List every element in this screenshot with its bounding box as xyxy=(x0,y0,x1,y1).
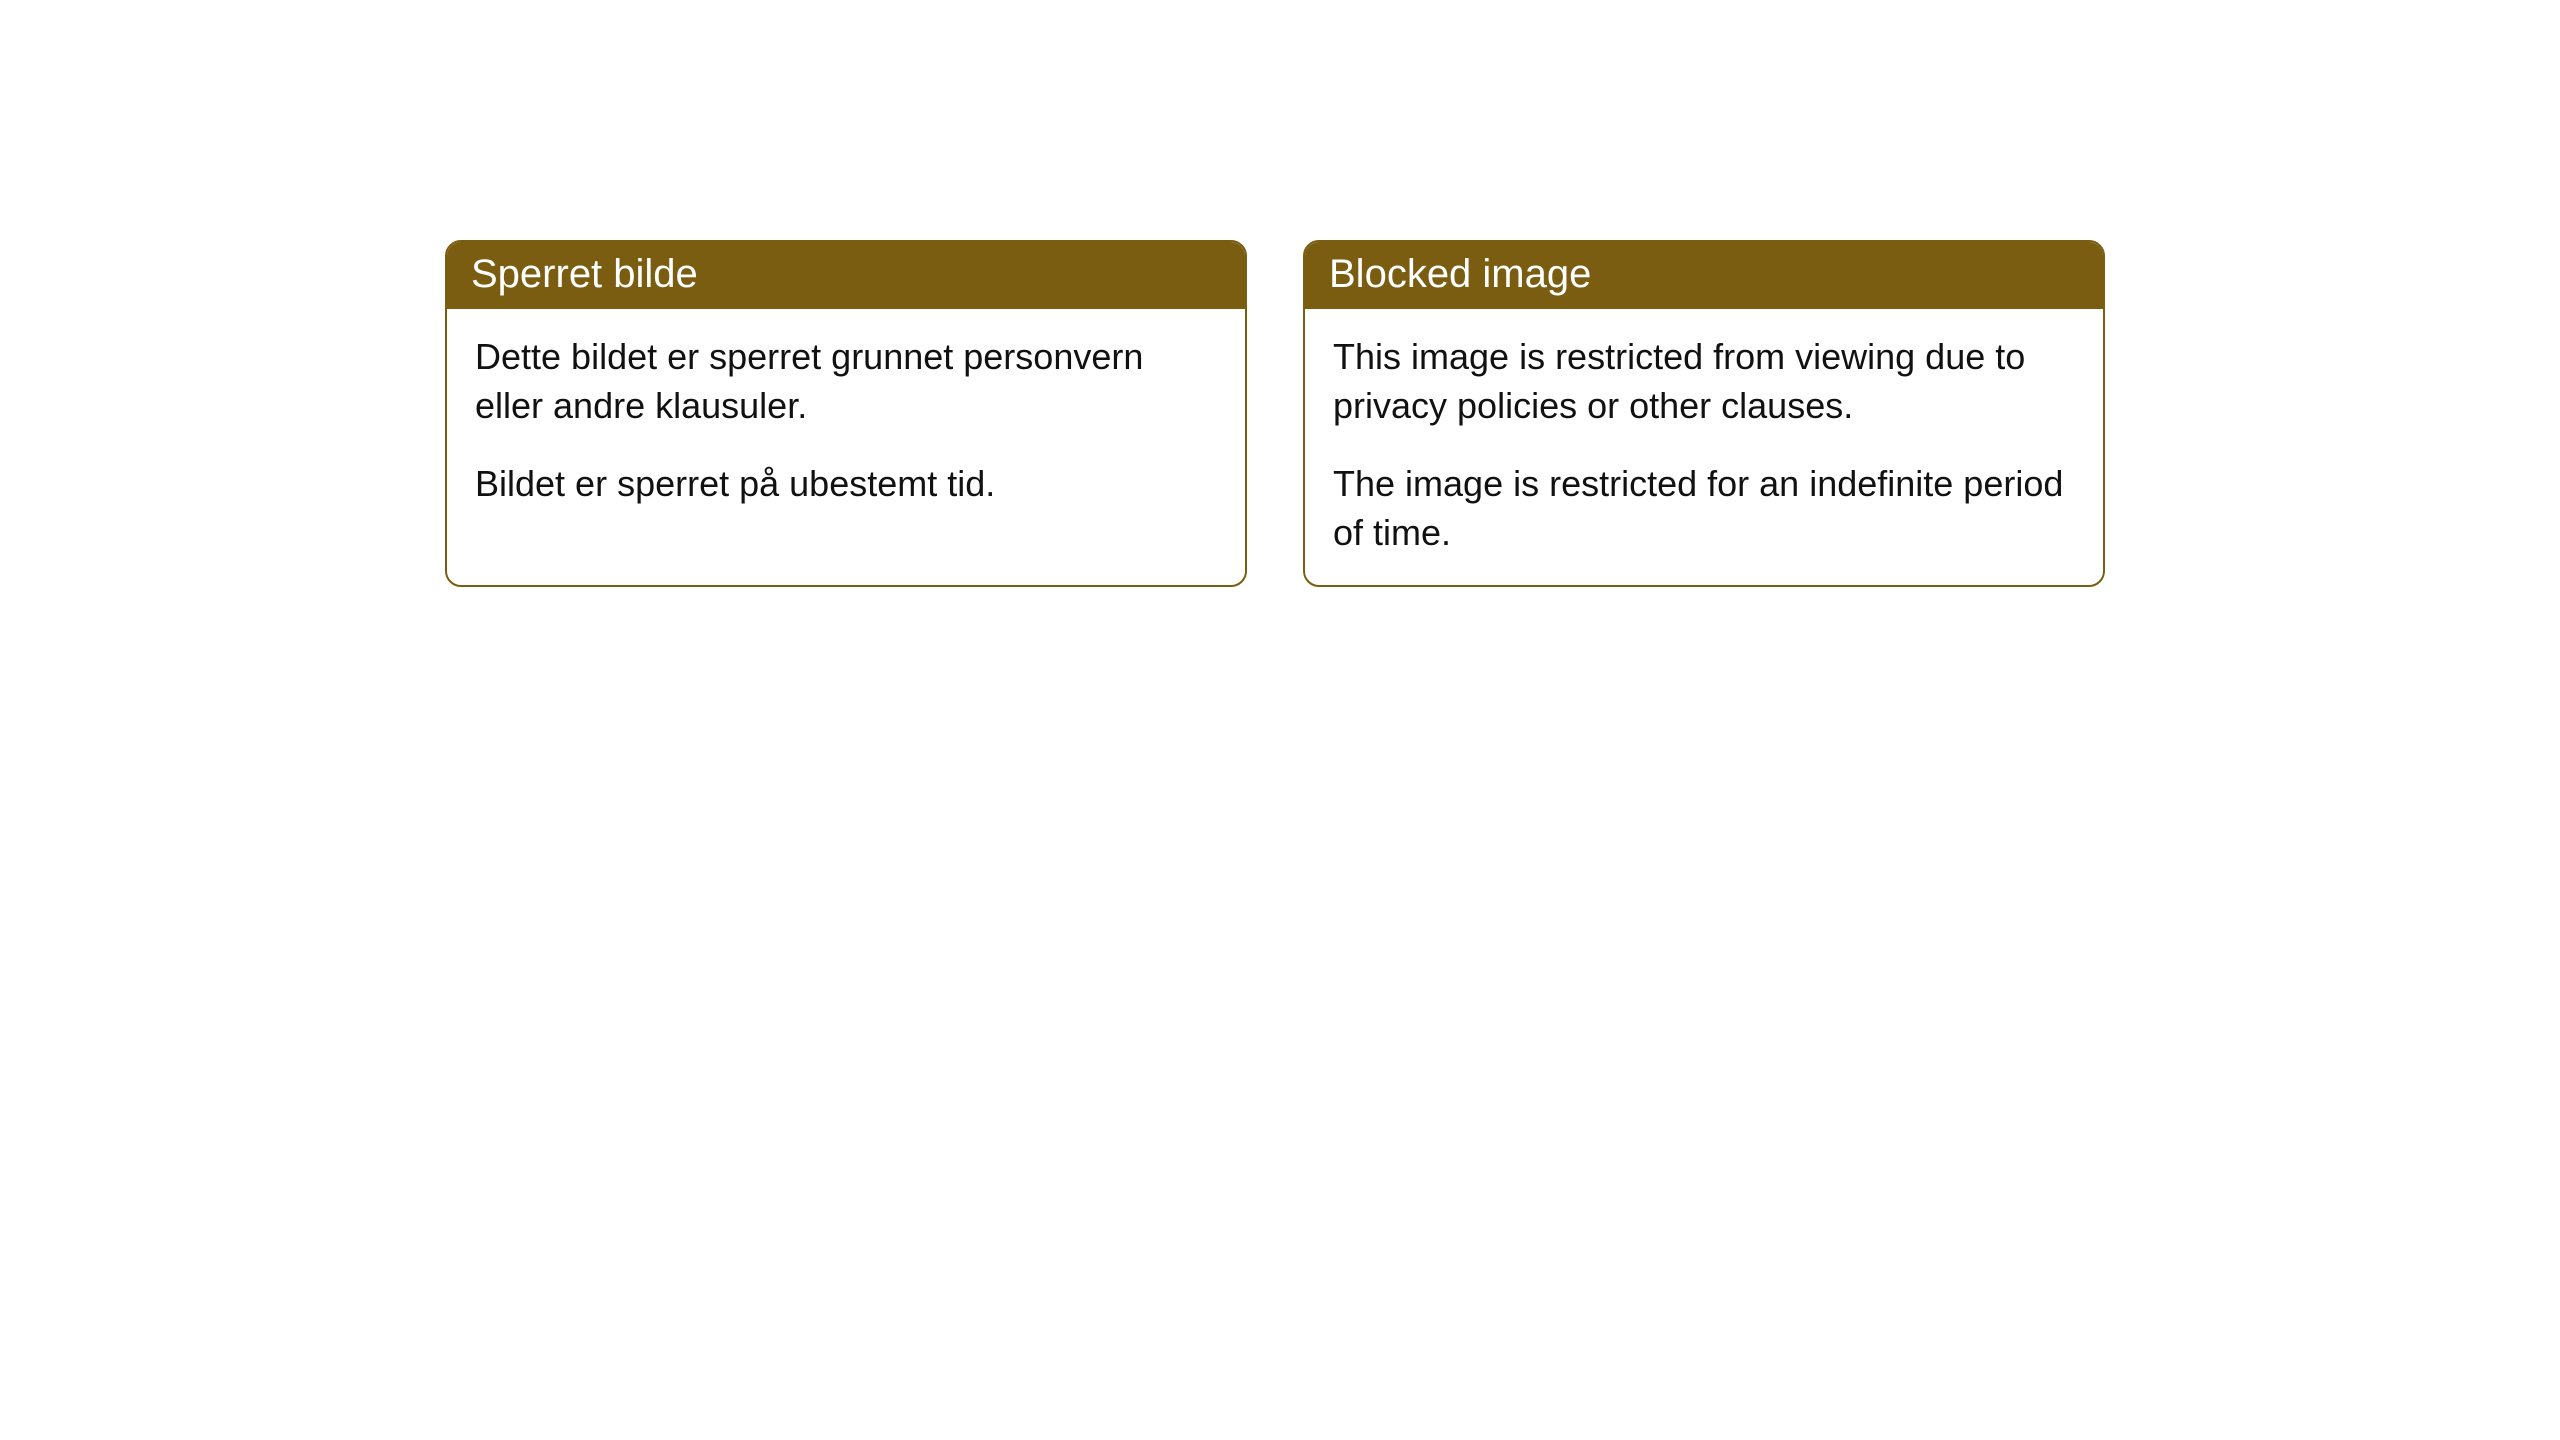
blocked-image-panel-en: Blocked image This image is restricted f… xyxy=(1303,240,2105,587)
panel-body-en: This image is restricted from viewing du… xyxy=(1305,309,2103,585)
panel-paragraph-nb-2: Bildet er sperret på ubestemt tid. xyxy=(475,460,1217,509)
panels-container: Sperret bilde Dette bildet er sperret gr… xyxy=(0,0,2560,587)
panel-header-en: Blocked image xyxy=(1305,242,2103,309)
panel-header-nb: Sperret bilde xyxy=(447,242,1245,309)
panel-body-nb: Dette bildet er sperret grunnet personve… xyxy=(447,309,1245,537)
panel-paragraph-en-1: This image is restricted from viewing du… xyxy=(1333,333,2075,430)
blocked-image-panel-nb: Sperret bilde Dette bildet er sperret gr… xyxy=(445,240,1247,587)
panel-paragraph-en-2: The image is restricted for an indefinit… xyxy=(1333,460,2075,557)
panel-paragraph-nb-1: Dette bildet er sperret grunnet personve… xyxy=(475,333,1217,430)
